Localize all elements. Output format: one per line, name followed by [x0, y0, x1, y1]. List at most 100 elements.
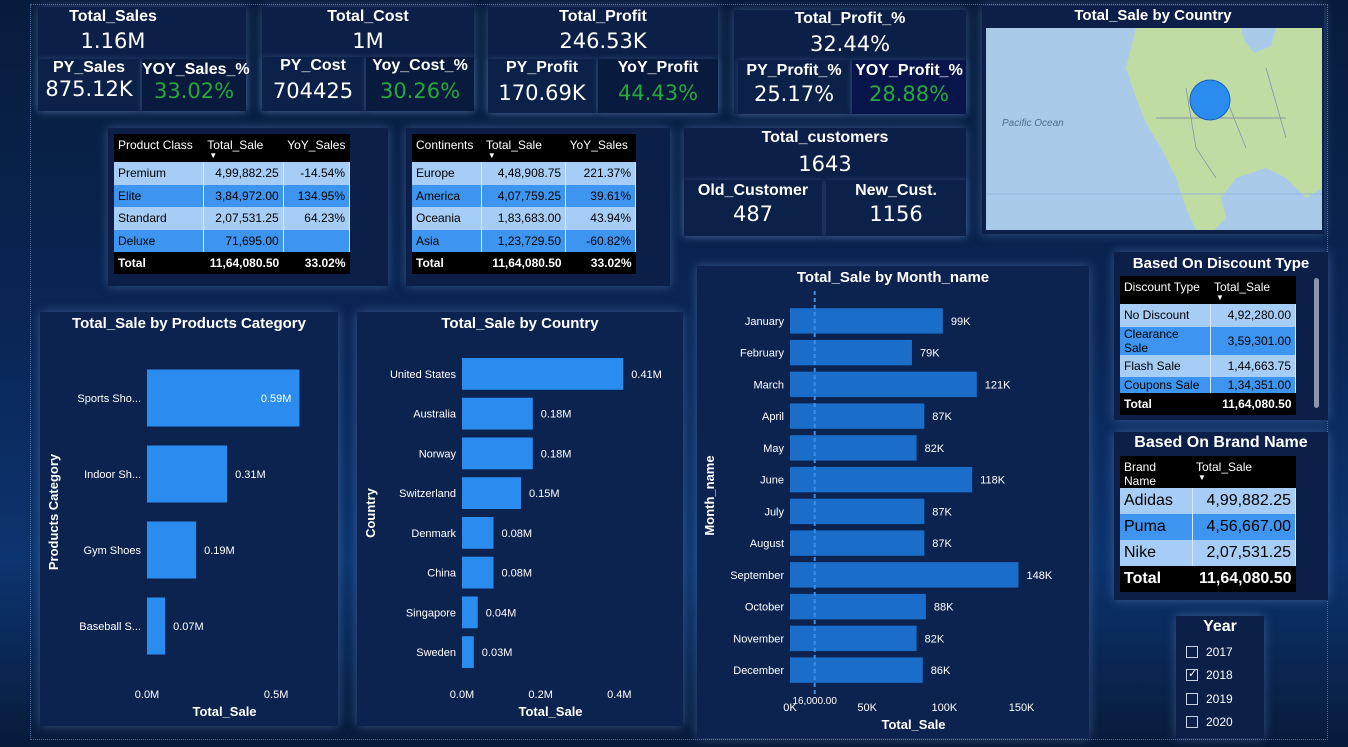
continents-table-card[interactable]: Continents Total_Sale ▼ YoY_Sales Europe 4…: [406, 128, 670, 286]
year-slicer[interactable]: Year 2017 2018 2019 2020: [1176, 616, 1264, 738]
table-row[interactable]: Standard 2,07,531.25 64.23%: [114, 207, 351, 230]
category-label: February: [740, 348, 785, 360]
kpi-total-customers-value: 1643: [798, 152, 852, 176]
products-category-chart-card[interactable]: Total_Sale by Products Category Sports Sh…: [40, 312, 338, 726]
bar[interactable]: [462, 636, 474, 669]
kpi-py-sales-value: 875.12K: [45, 77, 133, 101]
bar[interactable]: [147, 369, 300, 427]
axis-tick-label: 0.0M: [135, 689, 159, 701]
brand-name-card[interactable]: Based On Brand Name Brand Name Total_Sal…: [1114, 432, 1328, 600]
table-scrollbar[interactable]: [1314, 278, 1319, 408]
discount-type-card[interactable]: Based On Discount Type Discount Type Tot…: [1114, 252, 1328, 420]
kpi-yoy-profit-value: 44.43%: [617, 81, 699, 105]
table-row[interactable]: Premium 4,99,882.25 -14.54%: [114, 162, 351, 185]
bar[interactable]: [790, 371, 977, 398]
kpi-total-profit-card[interactable]: Total_Profit 246.53K PY_Profit 170.69K Y…: [488, 7, 718, 113]
discount-type-title: Based On Discount Type: [1132, 255, 1310, 272]
bar[interactable]: [790, 308, 943, 334]
kpi-old-customer-title: Old_Customer: [697, 182, 809, 199]
bar[interactable]: [147, 445, 228, 503]
kpi-total-profit-pct-card[interactable]: Total_Profit_% 32.44% PY_Profit_% 25.17%…: [734, 10, 966, 114]
table-row[interactable]: Adidas 4,99,882.25: [1120, 488, 1296, 514]
bar[interactable]: [790, 435, 917, 461]
brand-name-table: Brand Name Total_Sale ▼ Adidas 4,99,882.25…: [1120, 456, 1296, 592]
bar[interactable]: [462, 516, 494, 549]
month-chart[interactable]: Total_Sale by Month_name January 99K Februa…: [697, 266, 1089, 738]
country-chart-card[interactable]: Total_Sale by Country United States 0.41M A…: [357, 312, 683, 726]
data-label: 0.19M: [204, 545, 235, 557]
bar[interactable]: [462, 556, 494, 589]
col-header-yoy-sales[interactable]: YoY_Sales: [283, 134, 350, 162]
col-header-total-sale[interactable]: Total_Sale ▼: [1210, 276, 1296, 304]
kpi-yoy-cost-title: Yoy_Cost_%: [372, 57, 468, 74]
bar[interactable]: [462, 477, 521, 510]
col-header-yoy-sales[interactable]: YoY_Sales: [565, 134, 636, 162]
country-chart[interactable]: Total_Sale by Country United States 0.41M A…: [357, 312, 683, 726]
category-label: July: [764, 506, 784, 518]
kpi-yoy-cost-card: Yoy_Cost_% 30.26%: [366, 57, 474, 111]
year-option-2020[interactable]: 2020: [1176, 711, 1264, 735]
kpi-total-cost-card[interactable]: Total_Cost 1M PY_Cost 704425 Yoy_Cost_% …: [262, 7, 474, 111]
table-row[interactable]: Elite 3,84,972.00 134.95%: [114, 184, 351, 207]
bar[interactable]: [790, 562, 1019, 588]
kpi-new-customer-card: New_Cust. 1156: [826, 180, 966, 236]
bar[interactable]: [790, 466, 973, 493]
table-row[interactable]: No Discount 4,92,280.00: [1120, 304, 1296, 327]
bar[interactable]: [790, 593, 926, 620]
category-label: Sports Sho...: [77, 393, 141, 405]
table-row[interactable]: Coupons Sale 1,34,351.00: [1120, 377, 1296, 393]
table-row[interactable]: Flash Sale 1,44,663.75: [1120, 354, 1296, 377]
category-label: May: [763, 443, 784, 455]
bar[interactable]: [790, 625, 917, 652]
bar[interactable]: [147, 597, 166, 655]
col-header-continents[interactable]: Continents: [412, 134, 482, 162]
col-header-total-sale[interactable]: Total_Sale ▼: [203, 134, 284, 162]
table-row[interactable]: Puma 4,56,667.00: [1120, 514, 1296, 540]
checkbox-icon[interactable]: [1186, 692, 1198, 705]
category-label: June: [760, 475, 784, 487]
map-visual[interactable]: Total_Sale by Country Pacific Ocean: [982, 6, 1324, 234]
bar[interactable]: [790, 403, 925, 429]
table-row[interactable]: Deluxe 71,695.00: [114, 229, 351, 252]
table-row[interactable]: Nike 2,07,531.25: [1120, 540, 1296, 566]
checkbox-icon[interactable]: [1186, 645, 1198, 658]
axis-tick-label: 50K: [857, 702, 877, 714]
table-row[interactable]: Oceania 1,83,683.00 43.94%: [412, 207, 636, 230]
bar[interactable]: [462, 596, 478, 629]
col-header-total-sale[interactable]: Total_Sale ▼: [481, 134, 566, 162]
products-category-chart[interactable]: Total_Sale by Products Category Sports Sh…: [40, 312, 338, 726]
table-row[interactable]: Asia 1,23,729.50 -60.82%: [412, 229, 636, 252]
product-class-table-card[interactable]: Product Class Total_Sale ▼ YoY_Sales Prem…: [108, 128, 388, 286]
axis-tick-label: 0.2M: [528, 689, 552, 701]
bar[interactable]: [790, 657, 923, 683]
table-row[interactable]: America 4,07,759.25 39.61%: [412, 184, 636, 207]
data-label: 82K: [925, 633, 945, 645]
bar[interactable]: [462, 397, 533, 430]
year-option-2017[interactable]: 2017: [1176, 640, 1264, 664]
col-header-brand-name[interactable]: Brand Name: [1120, 456, 1192, 488]
kpi-py-cost-card: PY_Cost 704425: [262, 57, 364, 111]
col-header-discount-type[interactable]: Discount Type: [1120, 276, 1210, 304]
kpi-total-sales-card[interactable]: Total_Sales 1.16M PY_Sales 875.12K YOY_S…: [38, 7, 250, 111]
table-row[interactable]: Clearance Sale 3,59,301.00: [1120, 326, 1296, 355]
col-header-product-class[interactable]: Product Class: [114, 134, 204, 162]
month-chart-card[interactable]: Total_Sale by Month_name January 99K Februa…: [697, 266, 1089, 738]
bar[interactable]: [790, 498, 925, 525]
world-map[interactable]: Pacific Ocean: [986, 28, 1322, 230]
year-option-2019[interactable]: 2019: [1176, 687, 1264, 711]
table-row[interactable]: Europe 4,48,908.75 221.37%: [412, 162, 636, 185]
axis-tick-label: 0.4M: [607, 689, 631, 701]
checkbox-icon[interactable]: [1186, 716, 1198, 729]
checkbox-icon[interactable]: [1186, 667, 1198, 682]
bar[interactable]: [462, 357, 624, 390]
col-header-total-sale[interactable]: Total_Sale ▼: [1192, 456, 1296, 488]
bar[interactable]: [790, 530, 925, 556]
bar[interactable]: [147, 521, 197, 579]
bar[interactable]: [462, 437, 533, 470]
data-label: 87K: [932, 411, 952, 423]
kpi-total-customers-title: Total_customers: [761, 129, 889, 146]
bar[interactable]: [790, 339, 912, 366]
data-label: 79K: [920, 348, 940, 360]
kpi-customers-card[interactable]: Total_customers 1643 Old_Customer 487 Ne…: [684, 128, 966, 236]
year-option-2018[interactable]: 2018: [1176, 664, 1264, 688]
